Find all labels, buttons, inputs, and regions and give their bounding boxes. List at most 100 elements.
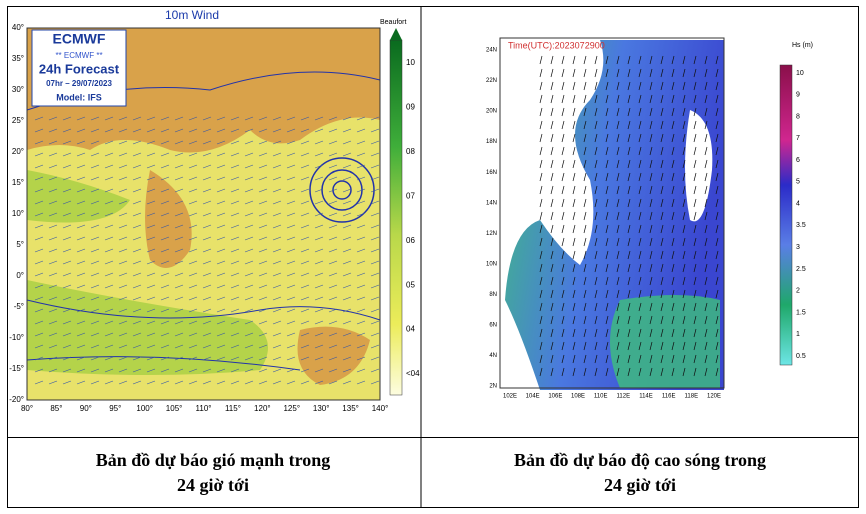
wave-arrow (660, 341, 664, 351)
wave-arrow (682, 120, 686, 130)
legend-label: 08 (406, 147, 415, 156)
wind-barb (34, 128, 44, 133)
x-axis-label: 120° (254, 404, 271, 413)
wind-barb (48, 356, 58, 361)
wind-barb (342, 356, 352, 361)
wind-barb (342, 320, 352, 325)
wave-arrow (693, 81, 697, 91)
wind-barb (34, 224, 44, 229)
wind-barb (76, 188, 86, 193)
wave-arrow (638, 185, 642, 195)
wind-barb (90, 308, 100, 313)
wind-barb (118, 380, 128, 385)
wave-arrow (550, 354, 554, 364)
wave-arrow (649, 68, 653, 78)
wind-barb (230, 224, 240, 229)
wind-barb (132, 188, 142, 193)
wind-barb (174, 116, 184, 121)
wind-barb (160, 308, 170, 313)
wave-arrow (660, 250, 664, 260)
wave-arrow (594, 55, 598, 65)
wave-arrow (704, 198, 708, 208)
wind-barb (132, 320, 142, 325)
wave-arrow (660, 185, 664, 195)
wind-barb (146, 296, 156, 301)
wave-arrow (627, 289, 631, 299)
wave-arrow (627, 55, 631, 65)
wave-arrow (671, 302, 675, 312)
wind-barb (258, 284, 268, 289)
wave-arrow (572, 341, 576, 351)
wind-barb (34, 320, 44, 325)
wind-barb (342, 260, 352, 265)
wave-arrow (561, 133, 565, 143)
wind-barb (48, 320, 58, 325)
legend-label: 04 (406, 325, 415, 334)
wind-barb (230, 344, 240, 349)
wave-arrow (550, 185, 554, 195)
legend-label: 1.5 (796, 309, 806, 316)
wind-barb (118, 200, 128, 205)
wind-barb (174, 164, 184, 169)
wind-barb (272, 140, 282, 145)
wind-barb (244, 344, 254, 349)
wind-barb (62, 332, 72, 337)
wave-arrow (671, 94, 675, 104)
wave-arrow (550, 94, 554, 104)
wind-barb (132, 260, 142, 265)
wave-arrow (572, 198, 576, 208)
wind-barb (104, 380, 114, 385)
wave-arrow (594, 68, 598, 78)
wave-arrow (671, 81, 675, 91)
wind-barb (216, 140, 226, 145)
wave-arrow (704, 185, 708, 195)
wind-barb (328, 212, 338, 217)
wave-arrow (550, 341, 554, 351)
wave-arrow (583, 133, 587, 143)
wind-barb (132, 152, 142, 157)
wind-barb (146, 164, 156, 169)
wind-barb (146, 140, 156, 145)
wind-barb (216, 296, 226, 301)
wind-barb (202, 308, 212, 313)
wind-barb (272, 212, 282, 217)
wave-arrow (627, 341, 631, 351)
wind-barb (272, 284, 282, 289)
wave-arrow (561, 302, 565, 312)
map-land (297, 326, 370, 385)
wave-arrow (649, 367, 653, 377)
legend-label: 09 (406, 103, 415, 112)
wave-arrow (704, 367, 708, 377)
wind-barb (300, 344, 310, 349)
wind-barb (62, 356, 72, 361)
wind-barb (272, 152, 282, 157)
wave-arrow (550, 55, 554, 65)
wind-barb (90, 188, 100, 193)
wind-barb (342, 284, 352, 289)
wind-barb (272, 176, 282, 181)
wave-arrow (715, 354, 719, 364)
wave-arrow (594, 302, 598, 312)
wave-arrow (616, 276, 620, 286)
wave-arrow (583, 341, 587, 351)
wind-barb (174, 332, 184, 337)
x-axis-label: 90° (80, 404, 92, 413)
wave-arrow (671, 289, 675, 299)
wave-arrow (583, 328, 587, 338)
wind-barb (104, 224, 114, 229)
wind-barb (356, 116, 366, 121)
wind-barb (118, 272, 128, 277)
wave-arrow (539, 328, 543, 338)
wind-barb (314, 284, 324, 289)
wind-barb (216, 332, 226, 337)
wind-barb (258, 344, 268, 349)
wave-arrow (704, 81, 708, 91)
wave-arrow (649, 55, 653, 65)
wind-barb (314, 152, 324, 157)
wind-barb (328, 176, 338, 181)
wind-barb (202, 164, 212, 169)
wind-barb (104, 308, 114, 313)
wave-arrow (627, 159, 631, 169)
wave-arrow (605, 159, 609, 169)
wind-barb (202, 320, 212, 325)
